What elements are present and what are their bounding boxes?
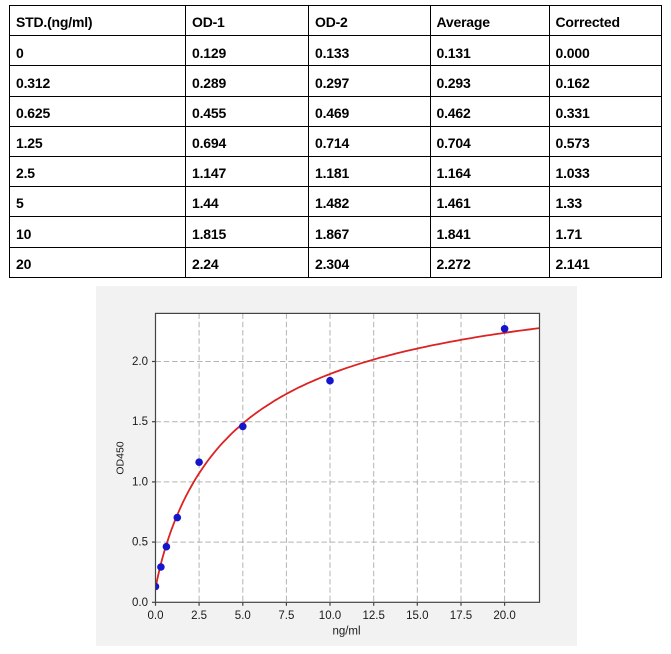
svg-text:2.5: 2.5 xyxy=(191,610,207,622)
svg-text:17.5: 17.5 xyxy=(450,610,472,622)
svg-text:OD450: OD450 xyxy=(115,441,127,474)
svg-text:1.0: 1.0 xyxy=(132,476,148,488)
svg-text:0.0: 0.0 xyxy=(148,610,164,622)
svg-text:12.5: 12.5 xyxy=(363,610,385,622)
svg-text:5.0: 5.0 xyxy=(235,610,251,622)
svg-text:20.0: 20.0 xyxy=(493,610,515,622)
svg-text:2.0: 2.0 xyxy=(132,356,148,368)
svg-text:10.0: 10.0 xyxy=(319,610,341,622)
svg-text:ng/ml: ng/ml xyxy=(332,626,360,638)
svg-text:15.0: 15.0 xyxy=(406,610,428,622)
svg-text:7.5: 7.5 xyxy=(278,610,294,622)
svg-text:0.0: 0.0 xyxy=(132,597,148,609)
svg-text:0.5: 0.5 xyxy=(132,537,148,549)
svg-text:1.5: 1.5 xyxy=(132,416,148,428)
